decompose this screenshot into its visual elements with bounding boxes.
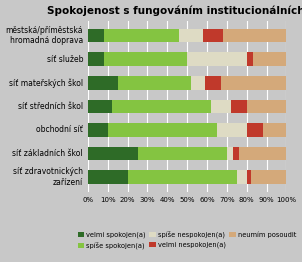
Bar — [118, 76, 191, 90]
Bar — [108, 123, 217, 137]
Bar — [187, 52, 247, 66]
Bar — [88, 123, 108, 137]
Bar — [88, 52, 104, 66]
Bar — [88, 29, 104, 42]
Bar — [247, 52, 253, 66]
Bar — [88, 76, 118, 90]
Bar — [237, 170, 247, 184]
Bar — [137, 147, 227, 160]
Bar — [104, 29, 179, 42]
Bar — [247, 170, 251, 184]
Bar — [233, 147, 239, 160]
Bar — [247, 123, 262, 137]
Title: Spokojenost s fungováním institucionálních sítí: Spokojenost s fungováním institucionální… — [47, 6, 302, 16]
Bar — [88, 170, 128, 184]
Legend: velmi spokojen(a), spíše spokojen(a), spíše nespokojen(a), velmi nespokojen(a), : velmi spokojen(a), spíše spokojen(a), sp… — [76, 229, 298, 250]
Bar — [217, 123, 247, 137]
Bar — [231, 100, 247, 113]
Bar — [223, 29, 286, 42]
Bar — [88, 100, 112, 113]
Bar — [262, 123, 286, 137]
Bar — [211, 100, 231, 113]
Bar — [112, 100, 211, 113]
Bar — [247, 100, 286, 113]
Bar — [104, 52, 187, 66]
Bar — [227, 147, 233, 160]
Bar — [88, 147, 137, 160]
Bar — [203, 29, 223, 42]
Bar — [253, 52, 286, 66]
Bar — [251, 170, 286, 184]
Bar — [221, 76, 286, 90]
Bar — [191, 76, 205, 90]
Bar — [239, 147, 286, 160]
Bar — [128, 170, 237, 184]
Bar — [205, 76, 221, 90]
Bar — [179, 29, 203, 42]
